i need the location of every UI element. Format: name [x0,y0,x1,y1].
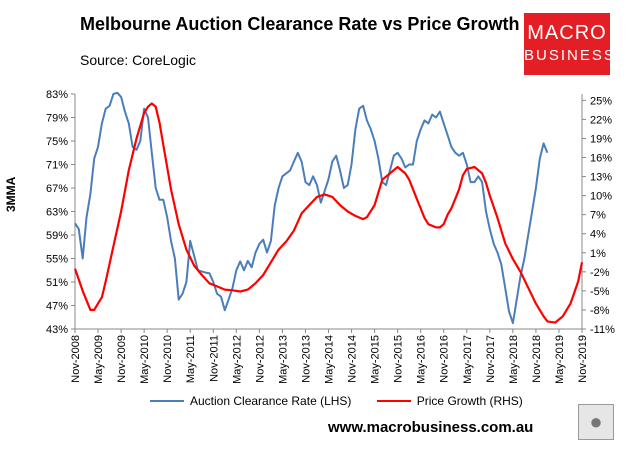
y-left-tick-label: 51% [46,277,68,289]
series-line-price-growth [73,102,584,324]
y-right-tick-label: 25% [590,95,612,107]
x-tick-label: Nov-2016 [439,335,451,383]
x-tick-label: Nov-2015 [393,335,405,383]
legend-label-clearance: Auction Clearance Rate (LHS) [190,394,352,408]
x-tick-label: May-2017 [462,335,474,384]
x-tick-label: May-2009 [93,335,105,384]
logo-line-1: MACRO [527,22,607,44]
legend-label-price: Price Growth (RHS) [416,394,523,408]
x-tick-label: Nov-2019 [577,335,589,383]
y-left-tick-label: 55% [46,254,68,266]
y-right-tick-label: 4% [590,229,606,241]
x-tick-label: May-2010 [139,335,151,384]
x-tick-label: Nov-2009 [116,335,128,383]
x-tick-label: May-2015 [370,335,382,384]
legend-item-clearance: Auction Clearance Rate (LHS) [150,394,351,408]
x-tick-label: May-2018 [508,335,520,384]
y-right-tick-label: 16% [590,153,612,165]
legend-item-price: Price Growth (RHS) [376,394,523,408]
x-tick-label: Nov-2014 [347,335,359,383]
y-right-tick-label: 19% [590,133,612,145]
y-right-tick-label: 10% [590,191,612,203]
y-left-tick-label: 59% [46,230,68,242]
x-tick-label: May-2013 [277,335,289,384]
y-left-tick-label: 75% [46,136,68,148]
y-left-tick-label: 79% [46,113,68,125]
y-right-tick-label: 1% [590,248,606,260]
x-tick-label: May-2011 [185,335,197,383]
chart-title: Melbourne Auction Clearance Rate vs Pric… [80,14,520,34]
legend: Auction Clearance Rate (LHS) Price Growt… [150,391,545,408]
x-tick-label: Nov-2017 [485,335,497,383]
x-tick-label: May-2019 [554,335,566,384]
x-tick-label: Nov-2013 [300,335,312,383]
x-tick-label: Nov-2018 [531,335,543,383]
x-tick-label: May-2016 [416,335,428,384]
y-right-tick-label: -11% [590,324,615,336]
legend-swatch-clearance [150,400,184,402]
x-tick-label: Nov-2011 [208,335,220,382]
site-url[interactable]: www.macrobusiness.com.au [328,419,534,436]
y-right-tick-label: -5% [590,286,610,298]
source-label: Source: CoreLogic [80,52,196,68]
y-right-tick-label: -8% [590,305,610,317]
macrobusiness-logo[interactable]: MACRO BUSINESS [524,13,616,75]
x-tick-label: Nov-2008 [70,335,82,383]
logo-line-2: BUSINESS [524,47,616,64]
x-tick-label: Nov-2010 [162,335,174,383]
y-left-tick-label: 83% [46,89,68,101]
y-left-tick-label: 67% [46,183,68,195]
series-line-clearance-rate [74,91,549,325]
y-right-tick-label: 22% [590,114,612,126]
wolf-logo-icon: ● [578,404,614,440]
y-right-tick-label: 13% [590,172,612,184]
y-right-tick-label: -2% [590,267,610,279]
y-left-tick-label: 43% [46,324,68,336]
x-tick-label: May-2014 [324,335,336,384]
x-tick-label: Nov-2012 [254,335,266,383]
y-left-tick-label: 71% [46,160,68,172]
y-left-tick-label: 47% [46,301,68,313]
legend-swatch-price [376,400,411,402]
x-tick-label: May-2012 [231,335,243,384]
y-left-tick-label: 63% [46,207,68,219]
y-right-tick-label: 7% [590,210,606,222]
